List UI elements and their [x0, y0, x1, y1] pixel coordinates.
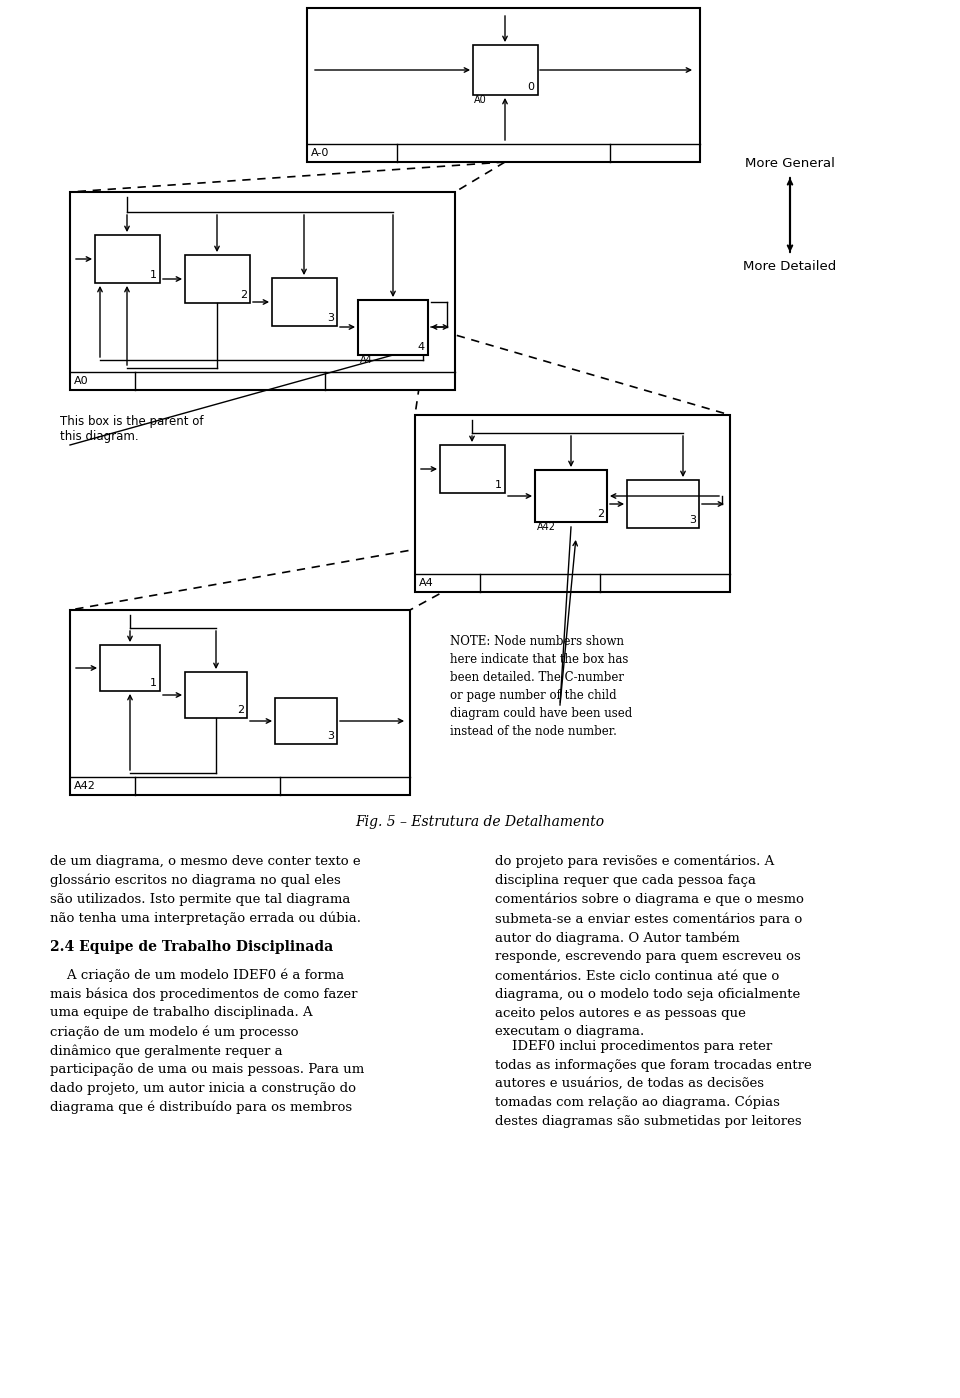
Text: Fig. 5 – Estrutura de Detalhamento: Fig. 5 – Estrutura de Detalhamento — [355, 815, 605, 829]
Text: 3: 3 — [327, 731, 334, 741]
Text: de um diagrama, o mesmo deve conter texto e
glossário escritos no diagrama no qu: de um diagrama, o mesmo deve conter text… — [50, 856, 361, 925]
Bar — [275, 698, 337, 744]
Bar — [100, 644, 160, 691]
Text: 3: 3 — [689, 514, 696, 526]
Bar — [307, 8, 700, 162]
Text: 2: 2 — [240, 289, 247, 301]
Bar — [535, 470, 607, 521]
Text: A4: A4 — [360, 355, 372, 365]
Text: 1: 1 — [495, 480, 502, 491]
Bar — [473, 45, 538, 95]
Text: 3: 3 — [327, 313, 334, 323]
Text: A4: A4 — [419, 577, 434, 589]
Text: NOTE: Node numbers shown
here indicate that the box has
been detailed. The C-num: NOTE: Node numbers shown here indicate t… — [450, 635, 633, 738]
Text: 2: 2 — [597, 509, 604, 519]
Bar — [627, 480, 699, 528]
Text: 1: 1 — [150, 270, 157, 280]
Text: This box is the parent of
this diagram.: This box is the parent of this diagram. — [60, 415, 204, 443]
Text: 0: 0 — [527, 82, 534, 92]
Text: A-0: A-0 — [311, 148, 329, 158]
Text: A0: A0 — [474, 95, 487, 105]
Bar — [185, 672, 247, 719]
Text: IDEF0 inclui procedimentos para reter
todas as informações que foram trocadas en: IDEF0 inclui procedimentos para reter to… — [495, 1040, 812, 1128]
Text: 2.4 Equipe de Trabalho Disciplinada: 2.4 Equipe de Trabalho Disciplinada — [50, 939, 333, 953]
Text: 2: 2 — [237, 705, 244, 714]
Bar — [70, 192, 455, 390]
Bar — [70, 610, 410, 795]
Text: 1: 1 — [150, 678, 157, 688]
Text: A0: A0 — [74, 376, 88, 386]
Bar — [440, 445, 505, 493]
Text: A42: A42 — [74, 781, 96, 791]
Bar — [95, 235, 160, 282]
Bar — [272, 278, 337, 326]
Bar — [415, 415, 730, 591]
Text: A criação de um modelo IDEF0 é a forma
mais básica dos procedimentos de como faz: A criação de um modelo IDEF0 é a forma m… — [50, 967, 364, 1114]
Text: More Detailed: More Detailed — [743, 260, 836, 273]
Bar — [185, 254, 250, 303]
Bar — [358, 301, 428, 355]
Text: More General: More General — [745, 157, 835, 171]
Text: A42: A42 — [537, 521, 556, 533]
Text: 4: 4 — [418, 343, 425, 352]
Text: do projeto para revisões e comentários. A
disciplina requer que cada pessoa faça: do projeto para revisões e comentários. … — [495, 856, 804, 1039]
